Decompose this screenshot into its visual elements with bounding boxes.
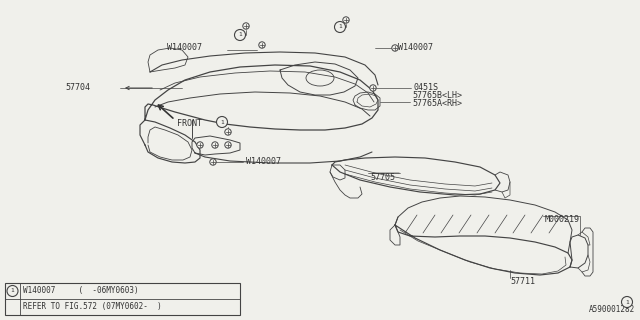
Text: 1: 1 [338, 25, 342, 29]
Text: 57705: 57705 [370, 172, 395, 181]
Text: 1: 1 [11, 289, 14, 293]
Bar [5, 283, 240, 315]
Circle shape [392, 45, 398, 51]
Text: REFER TO FIG.572 (07MY0602-  ): REFER TO FIG.572 (07MY0602- ) [23, 302, 162, 311]
Text: W140007: W140007 [398, 44, 433, 52]
Text: 1: 1 [220, 119, 224, 124]
Circle shape [225, 142, 231, 148]
Circle shape [370, 85, 376, 91]
Text: M000219: M000219 [545, 215, 580, 225]
Circle shape [7, 285, 18, 297]
Text: 0451S: 0451S [413, 84, 438, 92]
Text: 57765B<LH>: 57765B<LH> [412, 92, 462, 100]
Circle shape [343, 17, 349, 23]
Circle shape [234, 29, 246, 41]
Circle shape [243, 23, 249, 29]
Circle shape [197, 142, 204, 148]
Text: A590001282: A590001282 [589, 305, 635, 314]
Text: W140007: W140007 [167, 44, 202, 52]
Circle shape [225, 129, 231, 135]
Circle shape [335, 21, 346, 33]
Text: 57711: 57711 [510, 277, 535, 286]
Circle shape [216, 116, 227, 127]
Text: 1: 1 [238, 33, 242, 37]
Circle shape [212, 142, 218, 148]
Text: W140007: W140007 [246, 157, 281, 166]
Circle shape [210, 159, 216, 165]
Text: FRONT: FRONT [177, 118, 202, 127]
Circle shape [259, 42, 265, 48]
Circle shape [621, 297, 632, 308]
Text: 57704: 57704 [65, 84, 90, 92]
Text: 57765A<RH>: 57765A<RH> [412, 100, 462, 108]
Text: W140007     (  -06MY0603): W140007 ( -06MY0603) [23, 286, 139, 295]
Text: 1: 1 [625, 300, 629, 305]
